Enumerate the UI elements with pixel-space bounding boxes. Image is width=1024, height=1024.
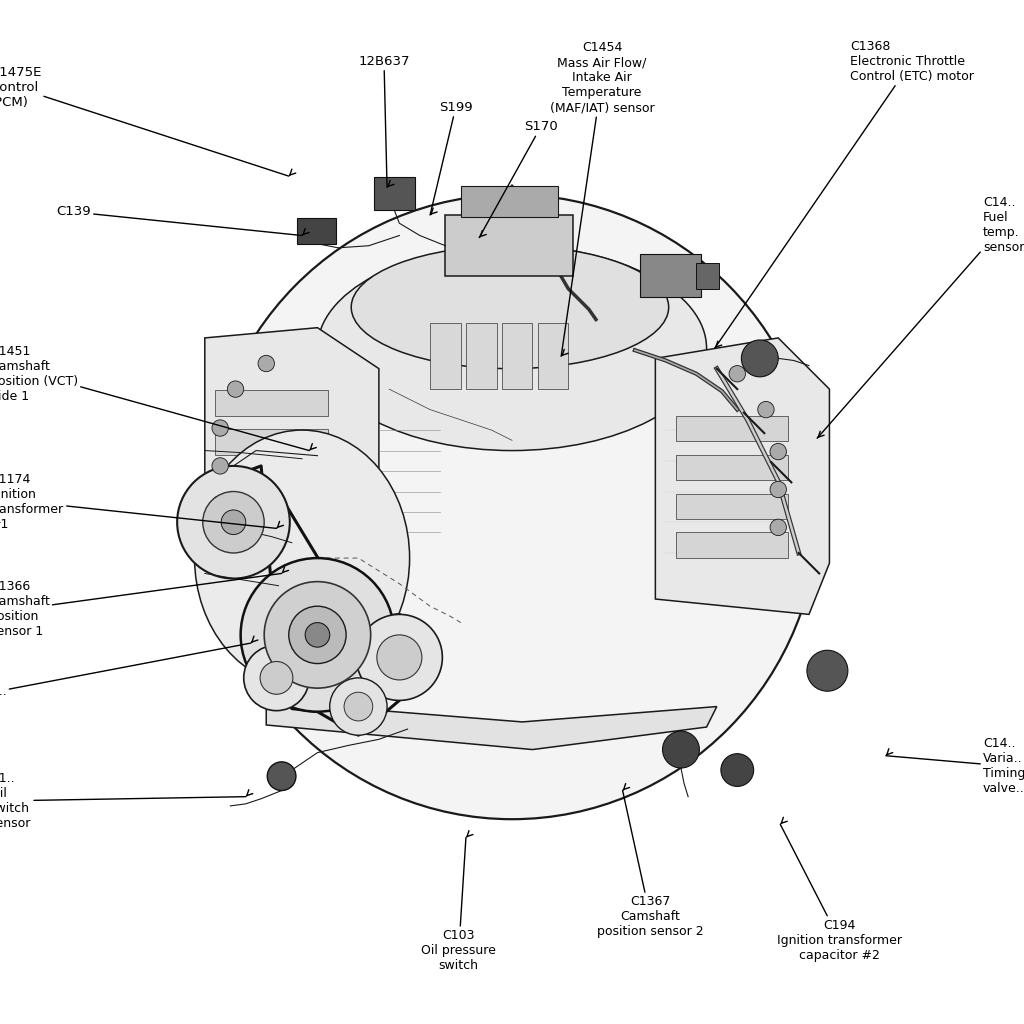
Bar xyxy=(461,186,558,217)
Circle shape xyxy=(770,443,786,460)
Polygon shape xyxy=(266,701,717,750)
Circle shape xyxy=(212,458,228,474)
Text: C139: C139 xyxy=(56,206,302,236)
Bar xyxy=(430,323,461,389)
Circle shape xyxy=(807,650,848,691)
Ellipse shape xyxy=(351,246,669,369)
Bar xyxy=(297,218,336,244)
Bar xyxy=(215,507,328,532)
Text: C1..
Oil
switch
sensor: C1.. Oil switch sensor xyxy=(0,772,246,829)
Circle shape xyxy=(356,614,442,700)
Ellipse shape xyxy=(317,246,707,451)
Bar xyxy=(696,263,719,289)
Bar xyxy=(466,323,497,389)
Circle shape xyxy=(212,496,228,512)
Text: C14..
Fuel
temp.
sensor: C14.. Fuel temp. sensor xyxy=(817,197,1024,438)
Text: C1174
Ignition
transformer
#1: C1174 Ignition transformer #1 xyxy=(0,473,276,530)
Text: C1366
Camshaft
position
sensor 1: C1366 Camshaft position sensor 1 xyxy=(0,573,282,638)
Text: C1451
Camshaft
position (VCT)
Side 1: C1451 Camshaft position (VCT) Side 1 xyxy=(0,345,309,451)
Circle shape xyxy=(203,492,264,553)
Text: S170: S170 xyxy=(479,121,557,238)
Text: C194
Ignition transformer
capacitor #2: C194 Ignition transformer capacitor #2 xyxy=(777,824,902,962)
Text: C1368
Electronic Throttle
Control (ETC) motor: C1368 Electronic Throttle Control (ETC) … xyxy=(715,40,974,348)
Bar xyxy=(215,468,328,494)
Circle shape xyxy=(267,762,296,791)
Circle shape xyxy=(729,366,745,382)
Text: 12B637: 12B637 xyxy=(358,55,410,187)
Text: C14..
Varia..
Timing
valve..: C14.. Varia.. Timing valve.. xyxy=(886,737,1024,795)
Circle shape xyxy=(758,401,774,418)
Bar xyxy=(215,429,328,455)
Circle shape xyxy=(177,466,290,579)
Circle shape xyxy=(305,623,330,647)
Circle shape xyxy=(221,510,246,535)
Circle shape xyxy=(770,481,786,498)
Circle shape xyxy=(663,731,699,768)
Polygon shape xyxy=(205,328,379,599)
Text: C..: C.. xyxy=(0,643,251,697)
Circle shape xyxy=(377,635,422,680)
Bar xyxy=(445,215,573,276)
Circle shape xyxy=(330,678,387,735)
Circle shape xyxy=(289,606,346,664)
Circle shape xyxy=(344,692,373,721)
Circle shape xyxy=(258,355,274,372)
Ellipse shape xyxy=(205,195,819,819)
Bar xyxy=(502,323,532,389)
Circle shape xyxy=(770,519,786,536)
Circle shape xyxy=(264,582,371,688)
Circle shape xyxy=(721,754,754,786)
Text: C1475E
Control
(PCM): C1475E Control (PCM) xyxy=(0,66,289,176)
Text: C1454
Mass Air Flow/
Intake Air
Temperature
(MAF/IAT) sensor: C1454 Mass Air Flow/ Intake Air Temperat… xyxy=(550,41,654,356)
Bar xyxy=(676,532,788,558)
Circle shape xyxy=(741,340,778,377)
Bar xyxy=(374,177,415,210)
Text: S199: S199 xyxy=(430,101,472,215)
Bar xyxy=(676,416,788,441)
Polygon shape xyxy=(655,338,829,614)
Bar xyxy=(676,455,788,480)
Circle shape xyxy=(212,420,228,436)
Bar xyxy=(640,254,701,297)
Bar xyxy=(538,323,568,389)
Circle shape xyxy=(260,662,293,694)
Text: C1367
Camshaft
position sensor 2: C1367 Camshaft position sensor 2 xyxy=(597,791,703,938)
Circle shape xyxy=(241,558,394,712)
Text: C103
Oil pressure
switch: C103 Oil pressure switch xyxy=(421,838,497,972)
Ellipse shape xyxy=(195,430,410,686)
Circle shape xyxy=(227,381,244,397)
Bar xyxy=(215,390,328,416)
Bar xyxy=(676,494,788,519)
Circle shape xyxy=(244,645,309,711)
